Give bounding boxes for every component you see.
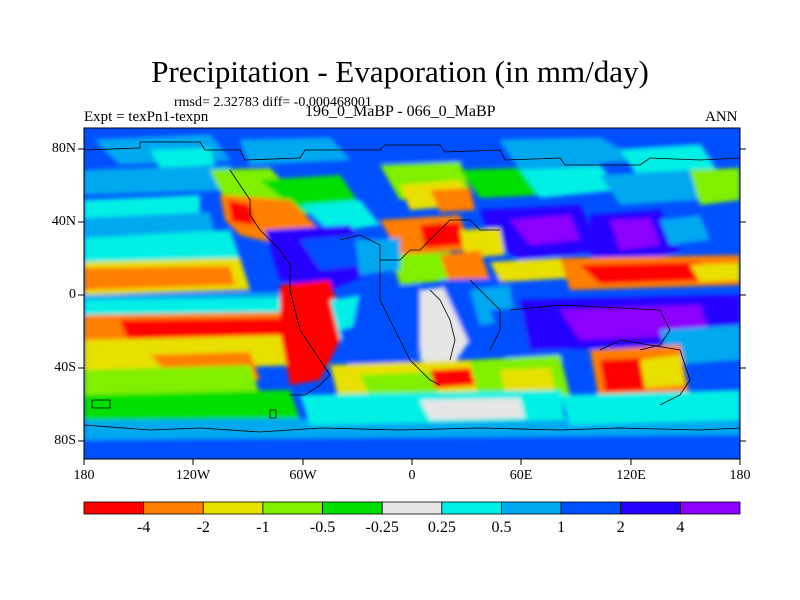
colorbar-box [560, 501, 622, 515]
lon-label-0: 0 [408, 468, 416, 483]
colorbar-box [83, 501, 145, 515]
colorbar-label: 2 [616, 519, 625, 536]
lat-label-80n: 80N [51, 141, 76, 156]
lon-label-120e: 120E [616, 468, 646, 483]
experiment-label: Expt = texPn1-texpn [84, 109, 209, 125]
lat-label-80s: 80S [54, 433, 76, 448]
lon-label-180w: 180 [73, 468, 95, 483]
colorbar-box [501, 501, 562, 515]
colorbar-box [381, 501, 443, 515]
colorbar-label: -2 [196, 519, 210, 536]
lon-label-180e: 180 [729, 468, 751, 483]
lat-label-40s: 40S [54, 360, 76, 375]
colorbar-label: -4 [136, 519, 151, 536]
colorbar-label: 4 [676, 519, 685, 536]
lat-tick-marks [78, 148, 746, 465]
colorbar-box [441, 501, 502, 515]
field-plot [84, 128, 740, 459]
lon-label-120w: 120W [175, 468, 211, 483]
colorbar-label: 0.5 [491, 519, 512, 536]
lon-label-60e: 60E [509, 468, 533, 483]
lat-label-0: 0 [69, 287, 76, 302]
colorbar-box [143, 501, 204, 515]
season-label: ANN [705, 109, 738, 125]
lat-label-40n: 40N [51, 214, 76, 229]
colorbar-box [620, 501, 681, 515]
colorbar-box [202, 501, 264, 515]
map-title: Precipitation - Evaporation (in mm/day) [151, 54, 649, 89]
colorbar-box [262, 501, 323, 515]
colorbar-label: -0.5 [309, 519, 336, 536]
colorbar-box [679, 501, 741, 515]
lon-label-60w: 60W [289, 468, 317, 483]
stats-text: rmsd= 2.32783 diff= -0.000468001 [174, 95, 372, 110]
colorbar [83, 501, 741, 515]
colorbar-label: -1 [256, 519, 270, 536]
colorbar-label: -0.25 [365, 519, 399, 536]
period-label: 196_0_MaBP - 066_0_MaBP [305, 103, 496, 120]
colorbar-label: 1 [557, 519, 566, 536]
colorbar-box [322, 501, 383, 515]
colorbar-label: 0.25 [427, 519, 456, 536]
